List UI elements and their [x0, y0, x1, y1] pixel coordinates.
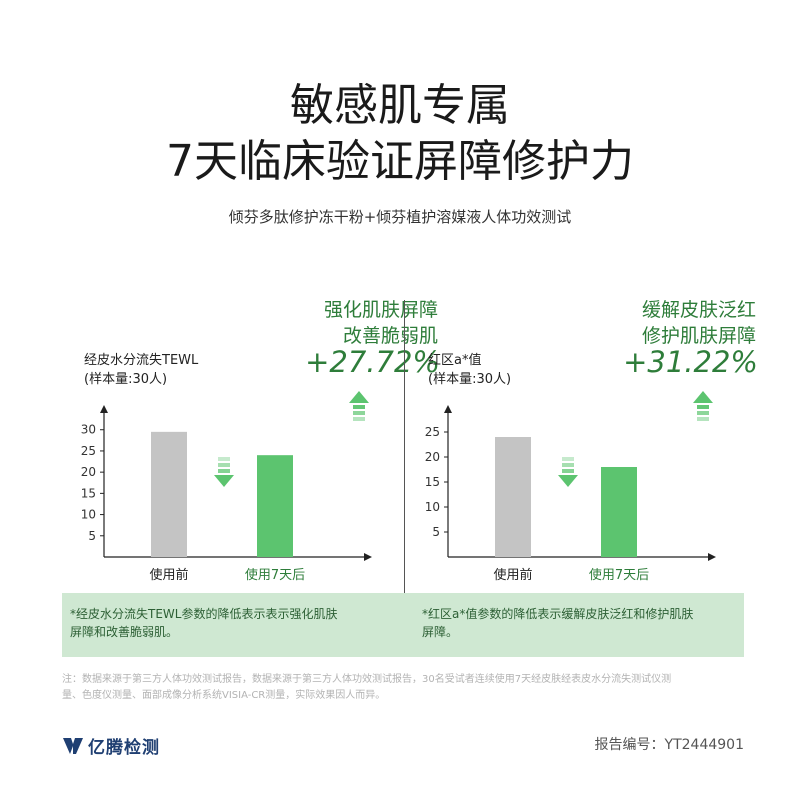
- tewl-y-tick-label: 15: [81, 486, 96, 500]
- report-number: 报告编号：YT2444901: [594, 737, 744, 753]
- footnote-line-2: 量、色度仪测量、面部成像分析系统VISIA-CR测量，实际效果因人而异。: [62, 690, 386, 701]
- redness-y-tick-label: 20: [425, 450, 440, 464]
- tewl-up-arrow-icon: [349, 391, 369, 421]
- redness-note-line-1: *红区a*值参数的降低表示缓解皮肤泛红和修护肌肤: [422, 607, 694, 621]
- tewl-measure-label: 经皮水分流失TEWL (样本量:30人): [84, 351, 198, 389]
- tewl-y-axis-arrow: [100, 405, 108, 413]
- redness-headline: 缓解皮肤泛红 修护肌肤屏障: [456, 297, 756, 349]
- redness-y-tick-label: 25: [425, 425, 440, 439]
- tewl-improvement: +27.72%: [305, 345, 440, 379]
- footnote-line-1: 注：数据来源于第三方人体功效测试报告，数据来源于第三方人体功效测试报告，30名受…: [62, 674, 672, 685]
- footnote: 注：数据来源于第三方人体功效测试报告，数据来源于第三方人体功效测试报告，30名受…: [62, 672, 752, 704]
- tewl-sample-size: (样本量:30人): [84, 372, 168, 387]
- redness-x-label-after: 使用7天后: [589, 567, 649, 583]
- tewl-y-tick-label: 10: [81, 508, 96, 522]
- redness-bar-chart: 5 10 15 20 25 使用前 使用7天后: [425, 391, 716, 583]
- redness-bar-before: [495, 437, 531, 557]
- tewl-note-line-1: *经皮水分流失TEWL参数的降低表示表示强化肌肤: [70, 607, 338, 621]
- tewl-x-label-before: 使用前: [149, 567, 188, 583]
- redness-note: *红区a*值参数的降低表示缓解皮肤泛红和修护肌肤 屏障。: [422, 605, 722, 641]
- redness-headline-line-2: 修护肌肤屏障: [641, 325, 756, 347]
- tewl-bar-chart: 5 10 15 20 25 30 使用前 使用7天后: [81, 391, 372, 583]
- redness-bar-after: [601, 467, 637, 557]
- redness-sample-size: (样本量:30人): [428, 372, 512, 387]
- tewl-note-line-2: 屏障和改善脆弱肌。: [70, 625, 179, 639]
- tewl-measure-name: 经皮水分流失TEWL: [84, 353, 199, 368]
- redness-down-arrow-icon: [558, 457, 578, 487]
- tewl-x-label-after: 使用7天后: [245, 567, 305, 583]
- tewl-y-tick-label: 20: [81, 465, 96, 479]
- redness-measure-label: 红区a*值 (样本量:30人): [428, 351, 511, 389]
- tewl-bar-before: [151, 431, 187, 557]
- page-title-line-2: 7天临床验证屏障修护力: [166, 136, 634, 187]
- redness-x-label-before: 使用前: [493, 567, 532, 583]
- tewl-headline-line-1: 强化肌肤屏障: [323, 299, 438, 321]
- redness-improvement: +31.22%: [623, 345, 758, 379]
- redness-y-tick-label: 5: [432, 525, 440, 539]
- redness-x-axis-arrow: [708, 553, 716, 561]
- brand-name: 亿腾检测: [88, 738, 160, 758]
- page-subtitle: 倾芬多肽修护冻干粉+倾芬植护溶媒液人体功效测试: [228, 208, 572, 226]
- tewl-panel: 强化肌肤屏障 改善脆弱肌 +27.72% 经皮水分流失TEWL (样本量:30人…: [62, 295, 442, 595]
- redness-headline-line-1: 缓解皮肤泛红: [641, 299, 756, 321]
- tewl-bar-after: [257, 455, 293, 557]
- tewl-down-arrow-icon: [214, 457, 234, 487]
- notes-band: *经皮水分流失TEWL参数的降低表示表示强化肌肤 屏障和改善脆弱肌。 *红区a*…: [62, 593, 744, 657]
- redness-y-axis-arrow: [444, 405, 452, 413]
- redness-note-line-2: 屏障。: [422, 625, 459, 639]
- tewl-y-tick-label: 5: [88, 529, 96, 543]
- redness-panel: 缓解皮肤泛红 修护肌肤屏障 +31.22% 红区a*值 (样本量:30人) 5 1…: [406, 295, 786, 595]
- tewl-y-tick-label: 25: [81, 444, 96, 458]
- panel-divider: [404, 300, 405, 630]
- brand-mark-icon: [63, 737, 83, 754]
- redness-y-tick-label: 15: [425, 475, 440, 489]
- page-title-line-1: 敏感肌专属: [290, 80, 510, 131]
- tewl-headline-line-2: 改善脆弱肌: [342, 325, 438, 347]
- redness-up-arrow-icon: [693, 391, 713, 421]
- redness-measure-name: 红区a*值: [428, 353, 482, 368]
- tewl-x-axis-arrow: [364, 553, 372, 561]
- tewl-y-tick-label: 30: [81, 423, 96, 437]
- tewl-note: *经皮水分流失TEWL参数的降低表示表示强化肌肤 屏障和改善脆弱肌。: [70, 605, 370, 641]
- tewl-headline: 强化肌肤屏障 改善脆弱肌: [138, 297, 438, 349]
- brand-logo: 亿腾检测: [62, 733, 160, 758]
- redness-y-tick-label: 10: [425, 500, 440, 514]
